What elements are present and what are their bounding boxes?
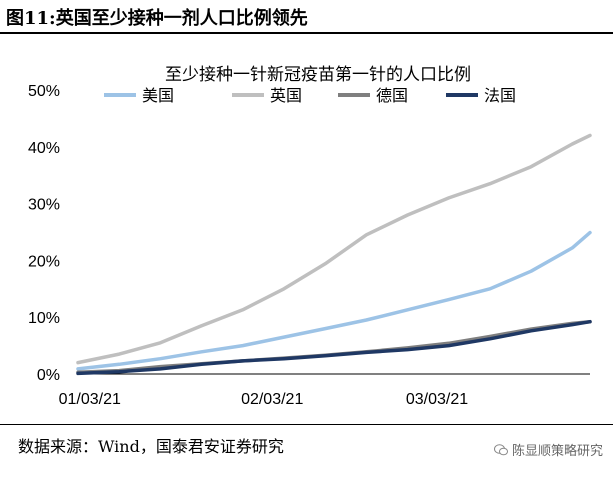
chart-title: 至少接种一针新冠疫苗第一针的人口比例: [165, 65, 471, 85]
y-tick-label: 20%: [28, 253, 60, 270]
x-tick-label: 01/03/21: [59, 391, 121, 408]
series-line: [76, 230, 592, 371]
series-layer: [76, 133, 592, 376]
figure-title: 图11:英国至少接种一剂人口比例领先: [6, 8, 308, 29]
legend: 美国 英国 德国 法国: [104, 86, 516, 105]
legend-label: 英国: [270, 86, 302, 105]
source-note: 数据来源：Wind，国泰君安证券研究: [18, 437, 284, 456]
y-tick-label: 30%: [28, 197, 60, 214]
watermark-text: 陈显顺策略研究: [511, 444, 603, 459]
x-tick-label: 03/03/21: [406, 391, 468, 408]
axes: 0% 10% 20% 30% 40% 50% 01/03/21 02/03/21 03/03/2…: [28, 83, 590, 408]
y-tick-label: 0%: [37, 367, 60, 384]
y-tick-label: 10%: [28, 310, 60, 327]
y-tick-label: 50%: [28, 83, 60, 100]
watermark: 陈显顺策略研究: [493, 440, 603, 459]
legend-label: 美国: [142, 86, 174, 105]
wechat-icon: [493, 443, 508, 455]
series-line: [76, 319, 592, 376]
line-chart: 至少接种一针新冠疫苗第一针的人口比例 美国 英国 德国 法国 0% 10% 20% 30% 4…: [28, 65, 592, 408]
bottom-rule: [0, 424, 613, 425]
series-line: [76, 319, 592, 375]
series-line: [76, 133, 592, 365]
legend-label: 德国: [376, 86, 408, 105]
top-rule: [0, 32, 613, 34]
legend-label: 法国: [484, 86, 516, 105]
x-tick-label: 02/03/21: [241, 391, 303, 408]
y-tick-label: 40%: [28, 140, 60, 157]
